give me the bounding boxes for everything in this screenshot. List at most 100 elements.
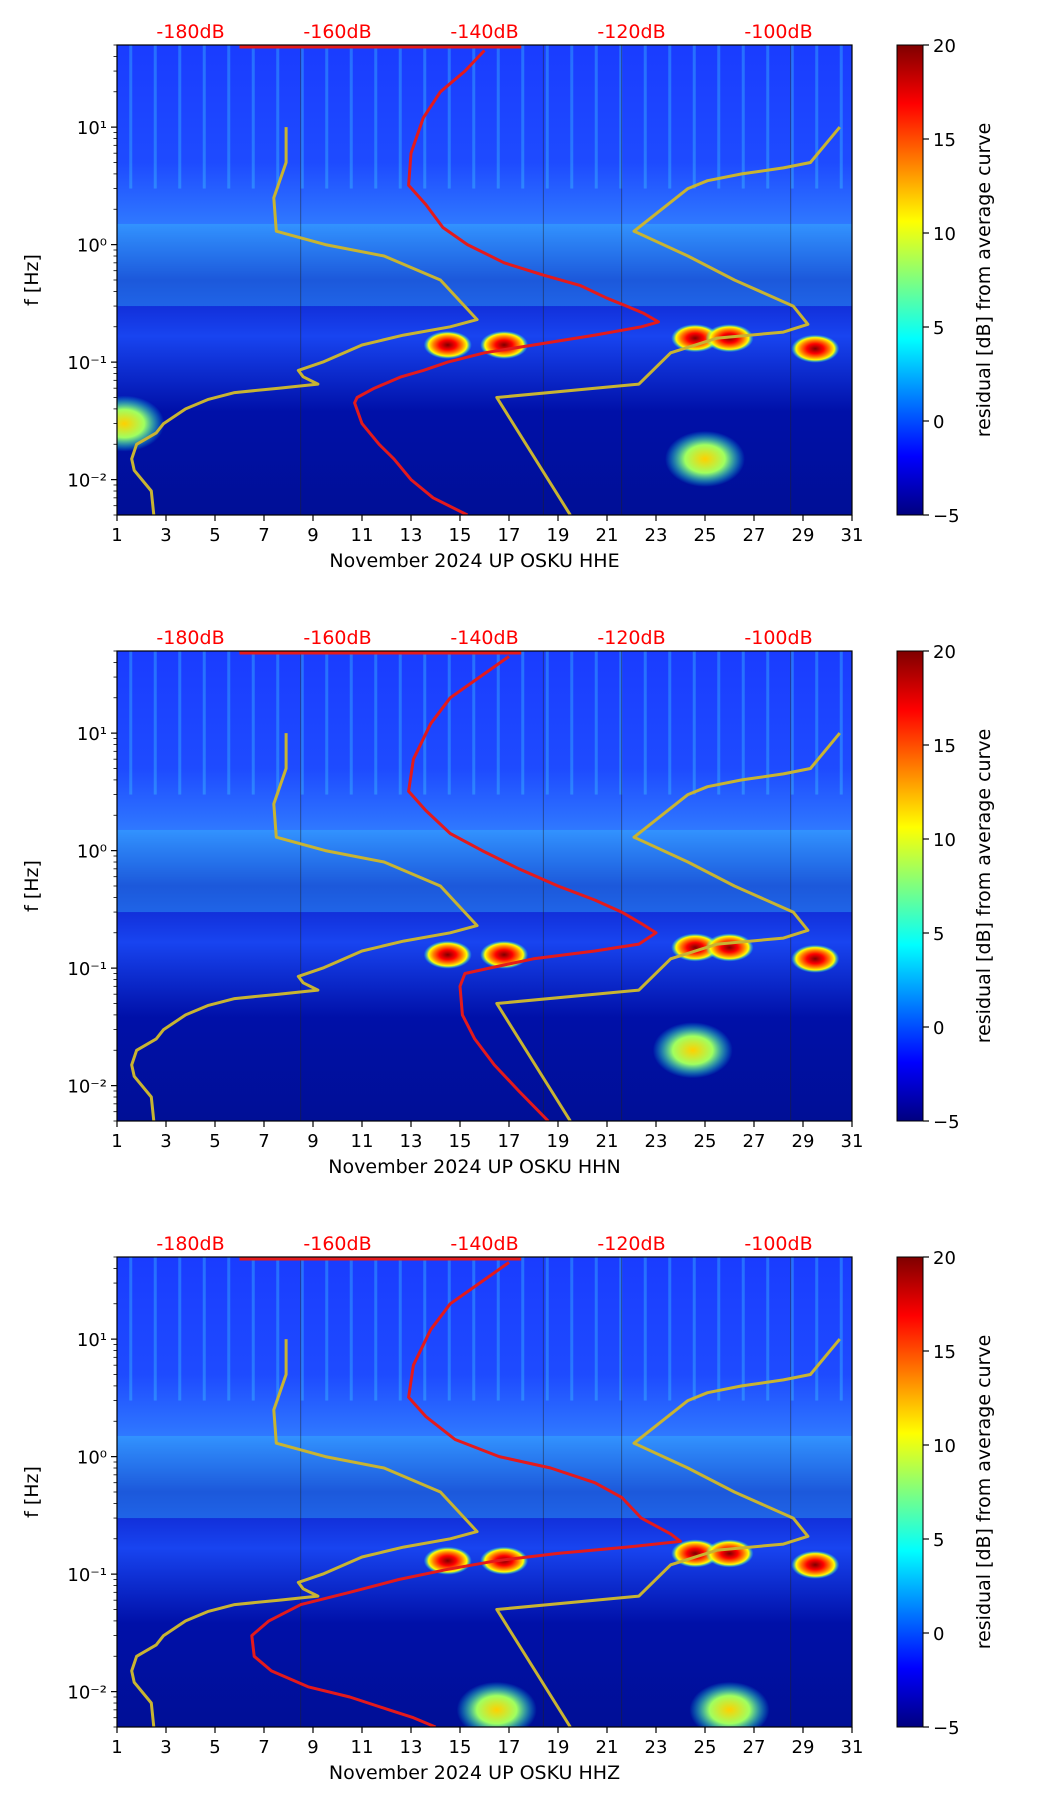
- x-tick-label: 21: [596, 525, 619, 546]
- hf-streak: [153, 651, 157, 795]
- hf-streak: [472, 651, 476, 795]
- hf-streak: [570, 45, 574, 189]
- x-tick-label: 27: [743, 1737, 766, 1758]
- hf-streak: [545, 45, 549, 189]
- hf-streak: [741, 45, 745, 189]
- hf-streak: [766, 45, 770, 189]
- colorbar-tick-label: 20: [933, 36, 956, 57]
- hot-spot-1: [423, 330, 472, 359]
- x-tick-label: 1: [111, 1131, 122, 1152]
- colorbar-tick-label: 20: [933, 642, 956, 663]
- x-tick-label: 11: [351, 525, 374, 546]
- x-tick-label: 9: [307, 1131, 318, 1152]
- x-tick-label: 13: [400, 1131, 423, 1152]
- colorbar-tick-label: 10: [933, 224, 956, 245]
- db-scale-label: -100dB: [744, 627, 812, 649]
- noise-model-curve-1: [130, 127, 479, 515]
- spectrogram-background: [117, 1257, 852, 1727]
- hf-streak: [668, 651, 672, 795]
- hot-spot-3: [671, 324, 720, 353]
- hf-streak: [839, 651, 843, 795]
- x-axis-label: November 2024 UP OSKU HHN: [328, 1156, 620, 1178]
- x-tick-label: 1: [111, 1737, 122, 1758]
- plot-area: [117, 45, 852, 515]
- hf-streak: [594, 1257, 598, 1401]
- hf-streak: [178, 651, 182, 795]
- x-tick-label: 19: [547, 525, 570, 546]
- db-scale-label: -160dB: [303, 627, 371, 649]
- db-scale-label: -180dB: [156, 627, 224, 649]
- x-tick-label: 3: [160, 1737, 171, 1758]
- hf-streak: [496, 651, 500, 795]
- x-axis-label: November 2024 UP OSKU HHE: [329, 550, 619, 572]
- hf-streak: [447, 651, 451, 795]
- hf-streak: [374, 651, 378, 795]
- hf-streak: [202, 1257, 206, 1401]
- hf-streak: [472, 45, 476, 189]
- hf-streak: [570, 1257, 574, 1401]
- db-scale-label: -120dB: [597, 21, 665, 43]
- hot-spot-2: [480, 330, 529, 359]
- colorbar-gradient: [896, 1256, 924, 1728]
- hf-streak: [839, 1257, 843, 1401]
- hf-streak: [668, 1257, 672, 1401]
- hf-streak: [717, 1257, 721, 1401]
- x-tick-label: 7: [258, 525, 269, 546]
- y-axis-label: f [Hz]: [21, 254, 43, 306]
- hf-streak: [374, 45, 378, 189]
- hf-streak: [717, 651, 721, 795]
- hot-spot-5: [791, 334, 840, 363]
- hf-streak: [668, 45, 672, 189]
- y-tick-label: 10¹: [77, 1330, 107, 1351]
- hf-streak: [251, 651, 255, 795]
- hot-spot-4: [705, 1539, 754, 1568]
- x-tick-label: 13: [400, 1737, 423, 1758]
- hf-streak: [129, 651, 133, 795]
- x-tick-label: 27: [743, 525, 766, 546]
- x-tick-label: 17: [498, 525, 521, 546]
- y-tick-label: 10⁻¹: [67, 959, 107, 980]
- hf-streak: [741, 1257, 745, 1401]
- hf-streak: [227, 45, 231, 189]
- hf-streak: [349, 1257, 353, 1401]
- hf-streak: [496, 45, 500, 189]
- x-tick-label: 25: [694, 1737, 717, 1758]
- x-tick-label: 9: [307, 525, 318, 546]
- noise-model-curve-2: [495, 732, 841, 1121]
- hf-streak: [398, 1257, 402, 1401]
- x-tick-label: 29: [792, 525, 815, 546]
- x-tick-label: 7: [258, 1131, 269, 1152]
- microseism-band: [117, 829, 852, 913]
- y-tick-label: 10¹: [77, 118, 107, 139]
- x-tick-label: 13: [400, 525, 423, 546]
- hot-spot-5: [791, 944, 840, 973]
- plot-area: [117, 1257, 852, 1727]
- x-tick-label: 31: [841, 1737, 864, 1758]
- y-tick-label: 10⁰: [77, 842, 107, 863]
- hf-streak: [349, 45, 353, 189]
- db-scale-label: -180dB: [156, 1233, 224, 1255]
- y-axis-label: f [Hz]: [21, 860, 43, 912]
- hf-streak: [227, 651, 231, 795]
- x-tick-label: 15: [449, 525, 472, 546]
- hf-streak: [423, 651, 427, 795]
- db-scale-label: -160dB: [303, 1233, 371, 1255]
- x-tick-label: 25: [694, 525, 717, 546]
- y-tick-label: 10⁰: [77, 1448, 107, 1469]
- hf-streak: [349, 651, 353, 795]
- hf-streak: [815, 651, 819, 795]
- x-tick-label: 11: [351, 1737, 374, 1758]
- hf-streak: [202, 45, 206, 189]
- hf-streak: [766, 651, 770, 795]
- hf-streak: [129, 1257, 133, 1401]
- hf-streak: [300, 651, 304, 795]
- x-tick-label: 5: [209, 1737, 220, 1758]
- hf-streak: [594, 651, 598, 795]
- hf-streak: [717, 45, 721, 189]
- db-scale-label: -100dB: [744, 21, 812, 43]
- hot-spot-7: [117, 395, 165, 452]
- y-tick-label: 10⁰: [77, 236, 107, 257]
- spectrogram-background: [117, 45, 852, 515]
- hf-streak: [325, 651, 329, 795]
- hf-streak: [570, 651, 574, 795]
